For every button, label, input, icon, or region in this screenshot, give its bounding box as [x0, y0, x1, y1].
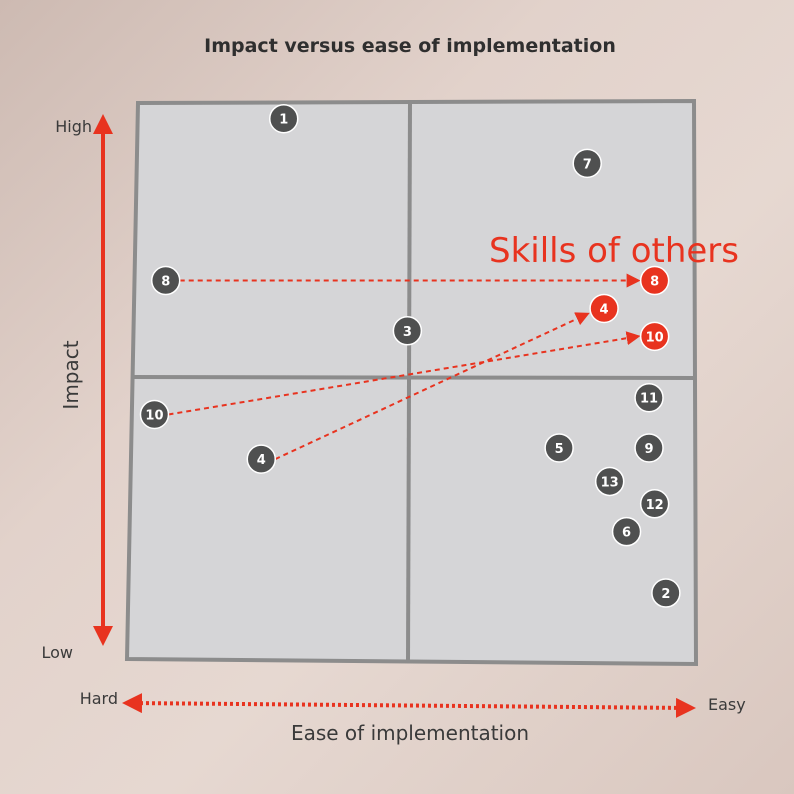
- point-label: 3: [403, 325, 412, 340]
- data-point-6: 6: [611, 516, 642, 547]
- point-marker: [639, 265, 670, 296]
- point-marker: [139, 399, 170, 430]
- point-marker: [268, 103, 299, 134]
- x-axis: Hard Easy Ease of implementation: [80, 689, 746, 745]
- point-marker: [392, 316, 423, 346]
- point-label: 13: [601, 475, 619, 490]
- point-marker: [634, 382, 664, 413]
- point-marker: [634, 433, 664, 463]
- movement-arrow-10: [168, 331, 641, 416]
- moved-point-8: 8: [639, 265, 670, 296]
- data-point-13: 13: [594, 466, 625, 497]
- point-label: 9: [645, 442, 654, 457]
- data-point-2: 2: [651, 578, 681, 608]
- point-label: 4: [257, 453, 266, 468]
- data-points: 1 7 8 3 10 4 11 5 9 13 12 6 2 8 4 10: [139, 103, 681, 608]
- point-label: 1: [279, 113, 288, 128]
- point-label: 2: [661, 587, 670, 602]
- point-label: 7: [583, 157, 592, 172]
- data-point-1: 1: [268, 103, 299, 134]
- data-point-3: 3: [392, 316, 423, 346]
- point-label: 6: [622, 526, 631, 541]
- point-marker: [651, 578, 681, 608]
- point-marker: [594, 466, 625, 497]
- point-label: 10: [145, 408, 163, 423]
- point-label: 5: [555, 442, 564, 457]
- x-axis-high-label: Easy: [708, 695, 746, 714]
- data-point-4: 4: [246, 444, 277, 474]
- point-label: 8: [650, 275, 659, 290]
- plot-area: [124, 98, 699, 667]
- skills-of-others-annotation: Skills of others: [489, 231, 739, 271]
- data-point-8: 8: [150, 265, 181, 296]
- point-marker: [639, 321, 670, 352]
- point-marker: [639, 489, 670, 519]
- point-label: 10: [646, 330, 664, 345]
- point-marker: [611, 516, 642, 547]
- movement-arrows: [168, 273, 641, 461]
- movement-arrow-4: [274, 312, 590, 461]
- point-label: 4: [600, 302, 609, 317]
- data-point-9: 9: [634, 433, 664, 463]
- x-axis-arrow: [122, 693, 696, 718]
- y-axis-title: Impact: [59, 340, 83, 409]
- data-point-12: 12: [639, 489, 670, 519]
- point-marker: [589, 293, 619, 324]
- plot-panel: [124, 98, 699, 667]
- point-marker: [150, 265, 181, 296]
- data-point-5: 5: [544, 433, 574, 463]
- moved-point-4: 4: [589, 293, 619, 324]
- x-axis-low-label: Hard: [80, 689, 118, 708]
- point-label: 11: [640, 392, 658, 407]
- horizontal-quadrant-divider: [131, 375, 696, 380]
- point-marker: [246, 444, 277, 474]
- point-label: 8: [161, 275, 170, 290]
- vertical-quadrant-divider: [406, 101, 412, 663]
- point-marker: [544, 433, 574, 463]
- y-axis-high-label: High: [55, 117, 92, 136]
- moved-point-10: 10: [639, 321, 670, 352]
- data-point-11: 11: [634, 382, 664, 413]
- point-marker: [572, 148, 602, 179]
- data-point-10: 10: [139, 399, 170, 430]
- chart-title: Impact versus ease of implementation: [204, 35, 616, 57]
- y-axis: High Low Impact: [41, 114, 113, 662]
- point-label: 12: [646, 498, 664, 513]
- x-axis-title: Ease of implementation: [291, 721, 529, 745]
- data-point-7: 7: [572, 148, 602, 179]
- y-axis-low-label: Low: [41, 643, 73, 662]
